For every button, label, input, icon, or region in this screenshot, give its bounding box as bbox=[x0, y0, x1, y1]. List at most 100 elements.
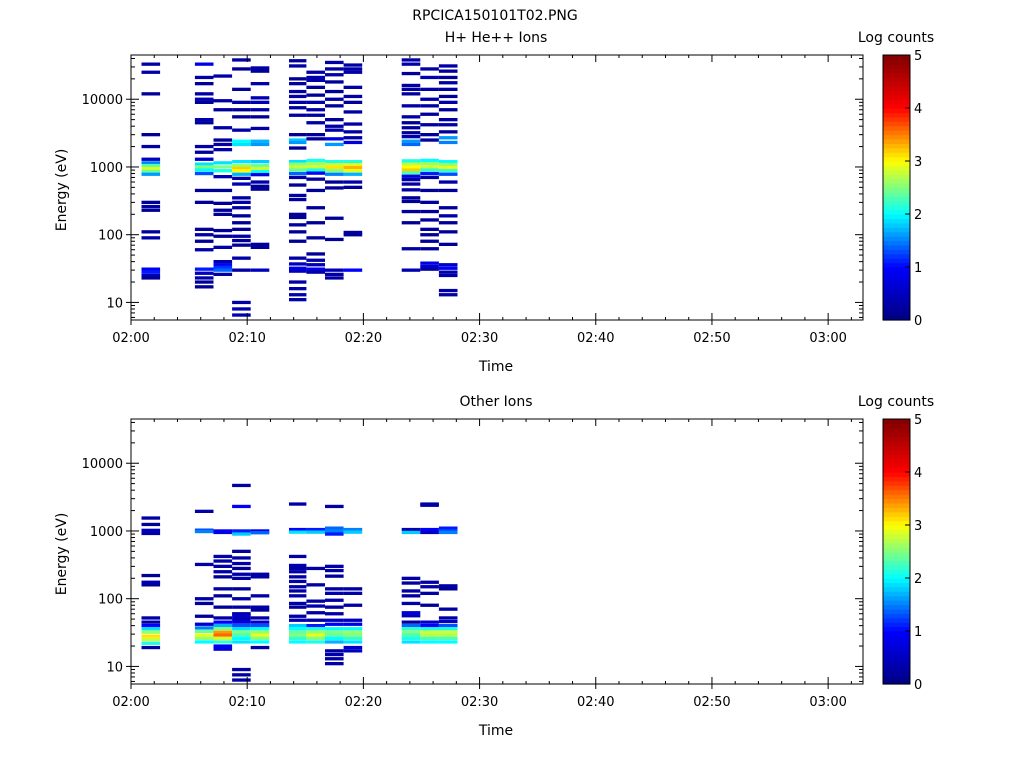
heatmap-cell bbox=[289, 59, 307, 63]
heatmap-cell bbox=[213, 620, 233, 624]
colorbar-swatch bbox=[883, 249, 910, 255]
heatmap-cell bbox=[232, 566, 251, 571]
heatmap-cell bbox=[438, 636, 458, 640]
colorbar-swatch bbox=[883, 244, 910, 250]
heatmap-cell bbox=[420, 627, 439, 631]
heatmap-cell bbox=[250, 268, 270, 272]
heatmap-cell bbox=[289, 256, 307, 260]
heatmap-cell bbox=[194, 633, 214, 637]
heatmap-cell bbox=[213, 74, 233, 78]
heatmap-cell bbox=[232, 234, 251, 238]
heatmap-cell bbox=[213, 564, 233, 568]
heatmap-cell bbox=[289, 280, 307, 284]
heatmap-cell bbox=[250, 624, 270, 628]
colorbar-swatch bbox=[883, 130, 910, 136]
heatmap-cell bbox=[250, 139, 270, 143]
heatmap-cell bbox=[250, 126, 270, 131]
heatmap-cell bbox=[141, 133, 161, 137]
colorbar-swatch bbox=[883, 94, 910, 100]
heatmap-cell bbox=[306, 75, 325, 80]
heatmap-cell bbox=[401, 576, 421, 580]
heatmap-cell bbox=[343, 527, 363, 532]
colorbar-swatch bbox=[883, 306, 910, 312]
heatmap-cell bbox=[306, 627, 325, 631]
colorbar-swatch bbox=[883, 214, 910, 220]
heatmap-cell bbox=[325, 276, 344, 280]
heatmap-cell bbox=[289, 212, 307, 216]
heatmap-cell bbox=[289, 618, 307, 622]
heatmap-cell bbox=[306, 530, 325, 534]
heatmap-cell bbox=[306, 599, 325, 603]
colorbar-swatch bbox=[883, 622, 910, 628]
heatmap-cell bbox=[141, 273, 161, 278]
heatmap-cell bbox=[325, 165, 344, 170]
heatmap-cell bbox=[232, 58, 251, 62]
heatmap-cell bbox=[306, 165, 325, 169]
heatmap-cell bbox=[420, 633, 439, 637]
heatmap-cell bbox=[141, 528, 161, 532]
x-tick-label: 02:50 bbox=[693, 331, 730, 346]
heatmap-cell bbox=[289, 624, 307, 628]
heatmap-cell bbox=[438, 165, 458, 170]
heatmap-cell bbox=[401, 58, 421, 62]
heatmap-cell bbox=[289, 527, 307, 532]
heatmap-cell bbox=[194, 227, 214, 231]
heatmap-cell bbox=[194, 168, 214, 172]
heatmap-cell bbox=[232, 166, 251, 171]
heatmap-cell bbox=[438, 273, 458, 278]
y-tick-label: 10000 bbox=[82, 457, 123, 472]
heatmap-cell bbox=[213, 554, 233, 559]
heatmap-cell bbox=[325, 172, 344, 176]
heatmap-cell bbox=[420, 591, 439, 595]
heatmap-cell bbox=[194, 62, 214, 66]
colorbar-tick-label: 4 bbox=[914, 102, 922, 117]
heatmap-cell bbox=[250, 69, 270, 73]
heatmap-cell bbox=[141, 616, 161, 620]
heatmap-cell bbox=[232, 307, 251, 311]
heatmap-cell bbox=[306, 168, 325, 172]
heatmap-cell bbox=[232, 221, 251, 225]
heatmap-cell bbox=[141, 172, 161, 176]
heatmap-cell bbox=[141, 230, 161, 234]
heatmap-cell bbox=[250, 108, 270, 112]
colorbar-label: Log counts bbox=[858, 394, 934, 410]
heatmap-cell bbox=[401, 115, 421, 119]
heatmap-cell bbox=[401, 174, 421, 178]
colorbar-swatch bbox=[883, 196, 910, 202]
heatmap-cell bbox=[213, 559, 233, 563]
heatmap-cell bbox=[325, 163, 344, 167]
colorbar-tick-label: 0 bbox=[914, 314, 922, 329]
heatmap-cell bbox=[420, 630, 439, 634]
x-tick-label: 03:00 bbox=[809, 695, 846, 710]
heatmap-cell bbox=[232, 624, 251, 628]
heatmap-cell bbox=[420, 67, 439, 71]
axis-ticks: 02:00 02:10 02:20 02:30 02:40 02:50 03:00 10 100… bbox=[82, 55, 863, 346]
heatmap-cell bbox=[289, 193, 307, 198]
colorbar-swatch bbox=[883, 604, 910, 610]
axis-ticks: 02:00 02:10 02:20 02:30 02:40 02:50 03:00 10 100… bbox=[82, 419, 863, 710]
colorbar-swatch bbox=[883, 280, 910, 286]
heatmap-cell bbox=[420, 200, 439, 204]
colorbar-swatch bbox=[883, 253, 910, 259]
heatmap-cell bbox=[438, 140, 458, 145]
colorbar-swatch bbox=[883, 55, 910, 61]
heatmap-cell bbox=[325, 591, 344, 595]
colorbar-swatch bbox=[883, 578, 910, 584]
colorbar-swatch bbox=[883, 297, 910, 303]
heatmap-cell bbox=[289, 570, 307, 574]
heatmap-cell bbox=[194, 529, 214, 534]
heatmap-cell bbox=[401, 247, 421, 251]
colorbar-swatch bbox=[883, 635, 910, 641]
heatmap-cell bbox=[213, 530, 233, 535]
heatmap-cell bbox=[194, 626, 214, 630]
heatmap-cell bbox=[325, 216, 344, 220]
heatmap-cell bbox=[343, 85, 363, 89]
colorbar-swatch bbox=[883, 516, 910, 522]
heatmap-cell bbox=[343, 67, 363, 71]
x-tick-label: 02:30 bbox=[461, 331, 498, 346]
colorbar-swatch bbox=[883, 116, 910, 122]
heatmap-cell bbox=[438, 293, 458, 297]
x-tick-label: 02:20 bbox=[345, 331, 382, 346]
panel-other-ions: Other Ions Log counts Time Energy (eV) 0… bbox=[54, 394, 934, 739]
heatmap-cell bbox=[438, 627, 458, 631]
